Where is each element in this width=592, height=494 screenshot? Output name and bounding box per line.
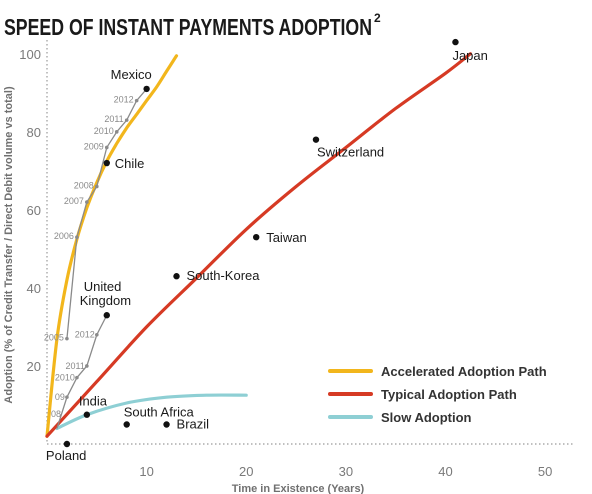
x-tick-labels: 10 20 30 40 50 <box>139 464 552 479</box>
poland-point <box>63 440 71 448</box>
mexico-year-label: 2010 <box>94 126 114 136</box>
mexico-year-marker <box>75 235 79 239</box>
legend: Accelerated Adoption Path Typical Adoptio… <box>328 364 547 425</box>
country-point-layer: Mexico Chile Japan Switzerland Taiwan South-K… <box>46 38 488 463</box>
switzerland-label: Switzerland <box>317 145 384 160</box>
y-tick-label: 60 <box>27 203 41 218</box>
mexico-year-label: 2009 <box>84 141 104 151</box>
brazil-point <box>163 421 170 428</box>
uk-year-marker <box>85 364 89 368</box>
y-tick-label: 20 <box>27 359 41 374</box>
united-kingdom-label: United Kingdom <box>80 279 131 308</box>
x-tick-label: 50 <box>538 464 552 479</box>
mexico-year-marker <box>134 98 139 103</box>
series-layer <box>45 52 472 438</box>
uk-trajectory <box>56 314 108 429</box>
south-africa-label: South Africa <box>124 404 195 419</box>
typical-adoption-curve <box>45 52 472 438</box>
chile-label: Chile <box>115 156 145 171</box>
y-axis-title: Adoption (% of Credit Transfer / Direct … <box>3 86 15 404</box>
legend-label: Accelerated Adoption Path <box>381 364 547 379</box>
y-tick-label: 80 <box>27 125 41 140</box>
poland-label: Poland <box>46 448 86 463</box>
mexico-year-label: 2008 <box>74 180 94 190</box>
mexico-year-marker <box>114 130 119 134</box>
uk-year-label: 09 <box>55 392 65 402</box>
mexico-year-marker <box>95 184 99 189</box>
switzerland-point <box>312 136 320 143</box>
mexico-year-marker <box>104 145 109 150</box>
mexico-year-marker <box>85 200 89 204</box>
uk-year-label: 2010 <box>55 373 75 383</box>
x-tick-label: 40 <box>438 464 452 479</box>
uk-year-label: 2011 <box>65 361 84 371</box>
japan-point <box>452 38 459 46</box>
x-tick-label: 10 <box>139 464 153 479</box>
mexico-point <box>143 85 150 93</box>
accelerated-adoption-curve <box>45 54 179 438</box>
axes <box>46 40 575 445</box>
south-africa-point <box>123 421 130 428</box>
country-path-layer: 2005 2006 2007 2008 2009 2010 2011 2012 09 2010 20… <box>44 88 148 429</box>
year-label: 08 <box>51 409 61 419</box>
x-tick-label: 20 <box>239 464 253 479</box>
taiwan-point <box>253 233 260 241</box>
mexico-year-label: 2006 <box>54 231 74 241</box>
mexico-year-label: 2005 <box>44 333 64 343</box>
chart-title: SPEED OF INSTANT PAYMENTS ADOPTION <box>4 14 372 40</box>
x-axis-title: Time in Existence (Years) <box>232 483 365 494</box>
mexico-year-label: 2012 <box>114 95 134 105</box>
india-point <box>83 411 91 418</box>
taiwan-label: Taiwan <box>266 230 306 245</box>
slow-adoption-curve <box>55 393 248 430</box>
chile-point <box>103 159 110 167</box>
legend-label: Slow Adoption <box>381 410 472 425</box>
india-label: India <box>79 394 108 409</box>
uk-year-marker <box>75 375 79 380</box>
y-tick-labels: 20 40 60 80 100 <box>19 47 41 374</box>
united-kingdom-point <box>103 312 110 319</box>
mexico-year-label: 2007 <box>64 196 84 206</box>
brazil-label: Brazil <box>177 416 210 431</box>
uk-year-marker <box>65 395 69 399</box>
south-korea-point <box>173 273 180 280</box>
chart-title-superscript: 2 <box>374 11 381 25</box>
mexico-year-label: 2011 <box>104 114 123 124</box>
y-tick-label: 40 <box>27 281 41 296</box>
uk-year-label: 2012 <box>75 330 95 340</box>
uk-year-marker <box>95 332 99 337</box>
mexico-label: Mexico <box>111 67 152 82</box>
x-tick-label: 30 <box>339 464 353 479</box>
mexico-year-marker <box>65 336 69 341</box>
south-korea-label: South-Korea <box>187 268 261 283</box>
japan-label: Japan <box>452 48 487 63</box>
y-tick-label: 100 <box>19 47 41 62</box>
mexico-year-marker <box>124 118 129 122</box>
legend-label: Typical Adoption Path <box>381 387 517 402</box>
